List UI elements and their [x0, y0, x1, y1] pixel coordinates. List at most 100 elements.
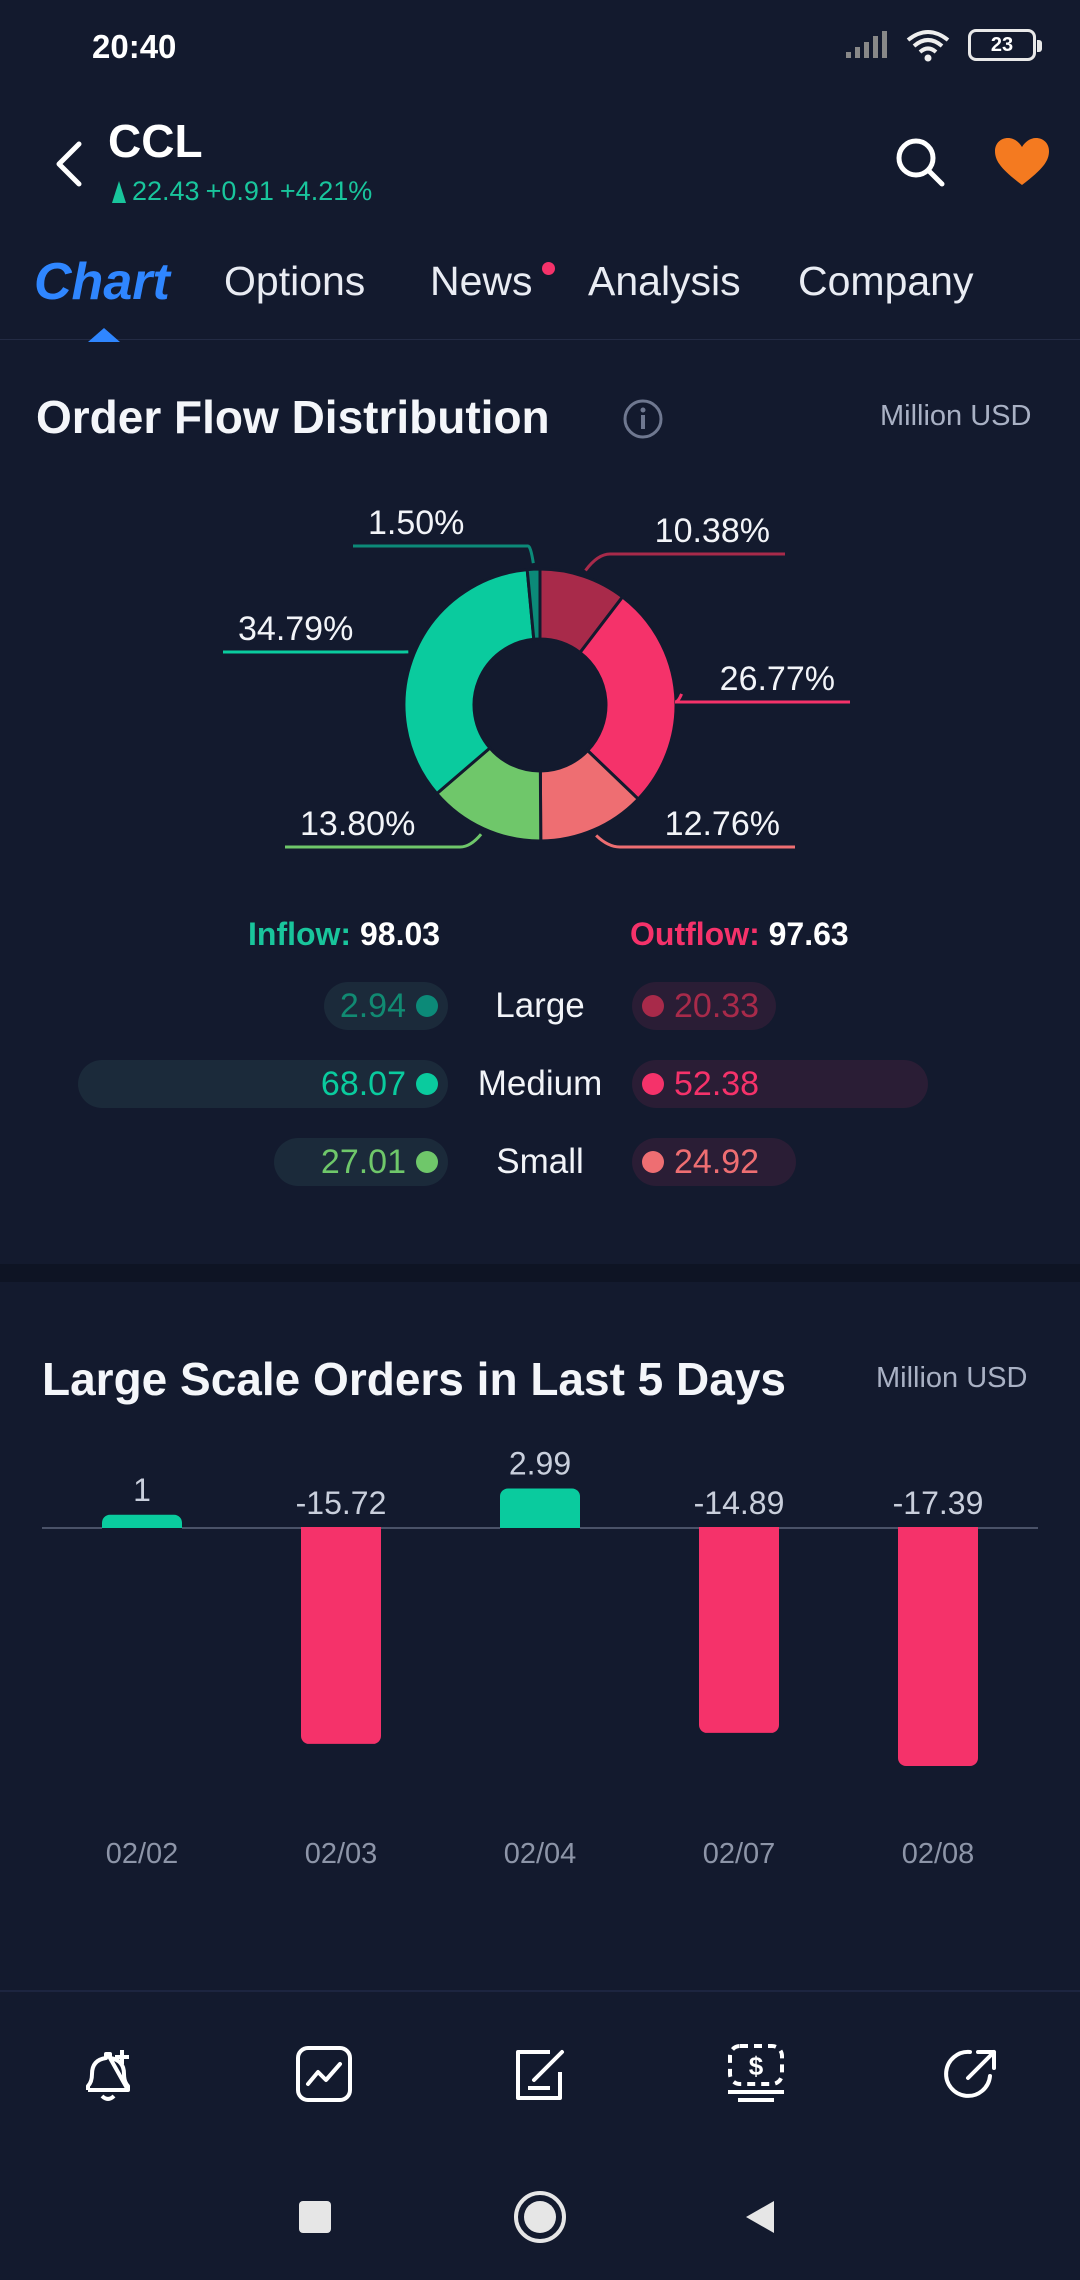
- inflow-header: Inflow: 98.03: [248, 916, 440, 953]
- donut-leader-line: [353, 544, 535, 564]
- system-nav-bar: [0, 2150, 1080, 2280]
- inflow-large-pill: 2.94: [324, 982, 448, 1030]
- favorite-button[interactable]: [990, 132, 1054, 192]
- row-label-small: Small: [496, 1142, 584, 1181]
- donut-leader-line: [285, 833, 483, 849]
- edit-note-icon: [516, 2050, 564, 2100]
- donut-slice: [402, 567, 536, 796]
- outflow-large-dot: [642, 995, 664, 1017]
- back-button[interactable]: [44, 132, 92, 196]
- stock-change: +0.91: [205, 176, 274, 206]
- outflow-medium-pill: 52.38: [632, 1060, 928, 1108]
- flow-row-small: 27.01 Small 24.92: [0, 1136, 1080, 1188]
- wifi-icon: [906, 30, 950, 62]
- edit-note-button[interactable]: [500, 2034, 580, 2114]
- inflow-medium-value: 68.07: [320, 1064, 406, 1103]
- up-arrow-icon: [112, 180, 126, 203]
- outflow-small-dot: [642, 1151, 664, 1173]
- info-icon[interactable]: [622, 398, 664, 440]
- bar: [898, 1528, 978, 1766]
- large-orders-unit: Million USD: [876, 1362, 1028, 1394]
- tab-news[interactable]: News: [430, 258, 533, 304]
- donut-leader-line: [674, 693, 850, 704]
- add-alert-button[interactable]: [68, 2034, 148, 2114]
- bar: [699, 1528, 779, 1733]
- outflow-label: Outflow:: [630, 916, 760, 952]
- inflow-large-value: 2.94: [339, 986, 406, 1025]
- bar-value-label: -15.72: [296, 1485, 387, 1521]
- bar-value-label: 1: [133, 1472, 151, 1508]
- bar: [301, 1528, 381, 1744]
- svg-text:$: $: [749, 2051, 764, 2081]
- triangle-back-icon: [746, 2201, 774, 2233]
- trade-button[interactable]: $: [716, 2034, 796, 2114]
- outflow-total: 97.63: [768, 916, 849, 952]
- bar-date-label: 02/02: [106, 1838, 179, 1870]
- tab-company[interactable]: Company: [798, 258, 974, 304]
- active-tab-indicator: [88, 328, 120, 342]
- outflow-medium-dot: [642, 1073, 664, 1095]
- add-alert-icon: [86, 2050, 130, 2101]
- row-label-medium: Medium: [477, 1064, 603, 1103]
- section-divider: [0, 1264, 1080, 1282]
- large-orders-title: Large Scale Orders in Last 5 Days: [42, 1353, 787, 1405]
- status-bar: 20:40 23: [0, 0, 1080, 96]
- stock-price: 22.43: [132, 176, 200, 206]
- flow-row-large: 2.94 Large 20.33: [0, 980, 1080, 1032]
- donut-slice: [525, 567, 542, 641]
- donut-label: 13.80%: [300, 805, 415, 843]
- inflow-medium-dot: [416, 1073, 438, 1095]
- outflow-header: Outflow: 97.63: [630, 916, 849, 953]
- share-button[interactable]: [932, 2034, 1012, 2114]
- outflow-small-pill: 24.92: [632, 1138, 796, 1186]
- home-button[interactable]: [505, 2182, 575, 2252]
- large-orders-bar-chart: 1 02/02 -15.72 02/03 2.99 02/04 -14.89 02/07 -17…: [42, 1445, 1038, 1870]
- search-button[interactable]: [890, 132, 950, 192]
- donut-label: 26.77%: [720, 660, 835, 698]
- tab-chart-label: Chart: [34, 253, 170, 311]
- bar-value-label: -17.39: [893, 1485, 984, 1521]
- donut-label: 1.50%: [368, 504, 464, 542]
- square-icon: [299, 2201, 331, 2233]
- bar: [500, 1488, 580, 1536]
- bar-mask: [102, 1528, 182, 1538]
- ticker-symbol: CCL: [108, 115, 203, 167]
- outflow-medium-value: 52.38: [674, 1064, 760, 1103]
- donut-leader-line: [595, 834, 795, 849]
- bar-date-label: 02/07: [703, 1838, 776, 1870]
- inflow-medium-pill: 68.07: [78, 1060, 448, 1108]
- tab-chart[interactable]: Chart: [34, 252, 170, 312]
- donut-leader-line: [584, 552, 785, 572]
- trade-dollar-icon: $: [728, 2044, 784, 2102]
- recent-apps-button[interactable]: [280, 2182, 350, 2252]
- bottom-action-bar: $: [0, 1990, 1080, 2150]
- bar-cap: [301, 1527, 381, 1537]
- donut-label: 10.38%: [655, 512, 770, 550]
- heart-icon: [995, 138, 1049, 185]
- bar-cap: [699, 1527, 779, 1537]
- inflow-total: 98.03: [359, 916, 441, 952]
- bar-date-label: 02/04: [504, 1838, 577, 1870]
- trend-chart-button[interactable]: [284, 2034, 364, 2114]
- back-nav-button[interactable]: [725, 2182, 795, 2252]
- outflow-large-pill: 20.33: [632, 982, 776, 1030]
- bar-value-label: 2.99: [509, 1445, 571, 1481]
- order-flow-unit: Million USD: [880, 400, 1032, 432]
- status-time: 20:40: [92, 28, 177, 65]
- inflow-small-dot: [416, 1151, 438, 1173]
- home-circle-icon: [514, 2191, 566, 2243]
- search-icon: [896, 138, 945, 187]
- outflow-large-value: 20.33: [674, 986, 760, 1025]
- news-notification-dot: [542, 262, 555, 275]
- tab-options[interactable]: Options: [224, 258, 366, 304]
- battery-level: 23: [990, 34, 1014, 56]
- bar-value-label: -14.89: [694, 1485, 785, 1521]
- flow-row-medium: 68.07 Medium 52.38: [0, 1058, 1080, 1110]
- battery-icon: 23: [968, 29, 1042, 61]
- donut-label: 34.79%: [238, 610, 353, 648]
- inflow-small-pill: 27.01: [274, 1138, 448, 1186]
- share-icon: [944, 2049, 996, 2098]
- bar-date-label: 02/08: [902, 1838, 975, 1870]
- tab-analysis[interactable]: Analysis: [588, 258, 741, 304]
- chevron-left-icon: [56, 141, 82, 187]
